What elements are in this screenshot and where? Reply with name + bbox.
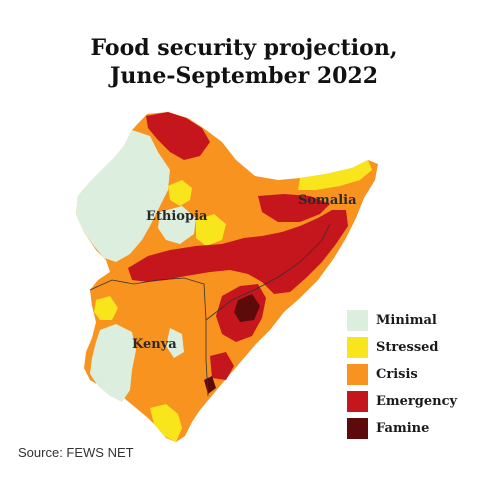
famine-area-bay <box>234 294 260 322</box>
legend-swatch-famine <box>347 418 368 439</box>
label-somalia: Somalia <box>298 193 357 208</box>
legend-label-emergency: Emergency <box>376 394 458 409</box>
border-somalia-kenya <box>205 320 209 397</box>
map-title-line2: June-September 2022 <box>109 63 379 89</box>
stressed-area-north <box>168 180 192 206</box>
stressed-area-kenya-south <box>150 404 182 442</box>
emergency-area-tigray <box>146 112 210 160</box>
legend-swatch-crisis <box>347 364 368 385</box>
label-kenya: Kenya <box>132 337 177 352</box>
source-credit: Source: FEWS NET <box>18 445 134 460</box>
emergency-area-kenya-south <box>210 352 234 380</box>
map-legend: Minimal Stressed Crisis Emergency Famine <box>347 307 457 442</box>
legend-item-emergency: Emergency <box>347 388 457 415</box>
legend-swatch-emergency <box>347 391 368 412</box>
minimal-area-east-kenya <box>166 328 184 358</box>
minimal-area-west-ethiopia <box>76 130 170 262</box>
legend-label-crisis: Crisis <box>376 367 418 382</box>
stressed-area-central <box>196 214 226 246</box>
minimal-area-kenya <box>90 324 136 402</box>
border-ethiopia-somalia <box>205 223 331 321</box>
legend-item-minimal: Minimal <box>347 307 457 334</box>
legend-swatch-minimal <box>347 310 368 331</box>
legend-label-famine: Famine <box>376 421 430 436</box>
map-title-line1: Food security projection, <box>90 35 398 61</box>
legend-item-stressed: Stressed <box>347 334 457 361</box>
stressed-area-somaliland <box>298 160 372 190</box>
label-ethiopia: Ethiopia <box>146 209 208 224</box>
emergency-area-somalia-north <box>258 194 330 222</box>
legend-label-stressed: Stressed <box>376 340 439 355</box>
legend-item-famine: Famine <box>347 415 457 442</box>
border-ethiopia-kenya <box>89 277 207 321</box>
legend-label-minimal: Minimal <box>376 313 437 328</box>
legend-item-crisis: Crisis <box>347 361 457 388</box>
legend-swatch-stressed <box>347 337 368 358</box>
map-title: Food security projection, June-September… <box>0 34 488 90</box>
stressed-area-kenya-west <box>94 296 118 320</box>
emergency-area-belt <box>128 210 348 294</box>
minimal-area-central-ethiopia <box>158 206 196 244</box>
